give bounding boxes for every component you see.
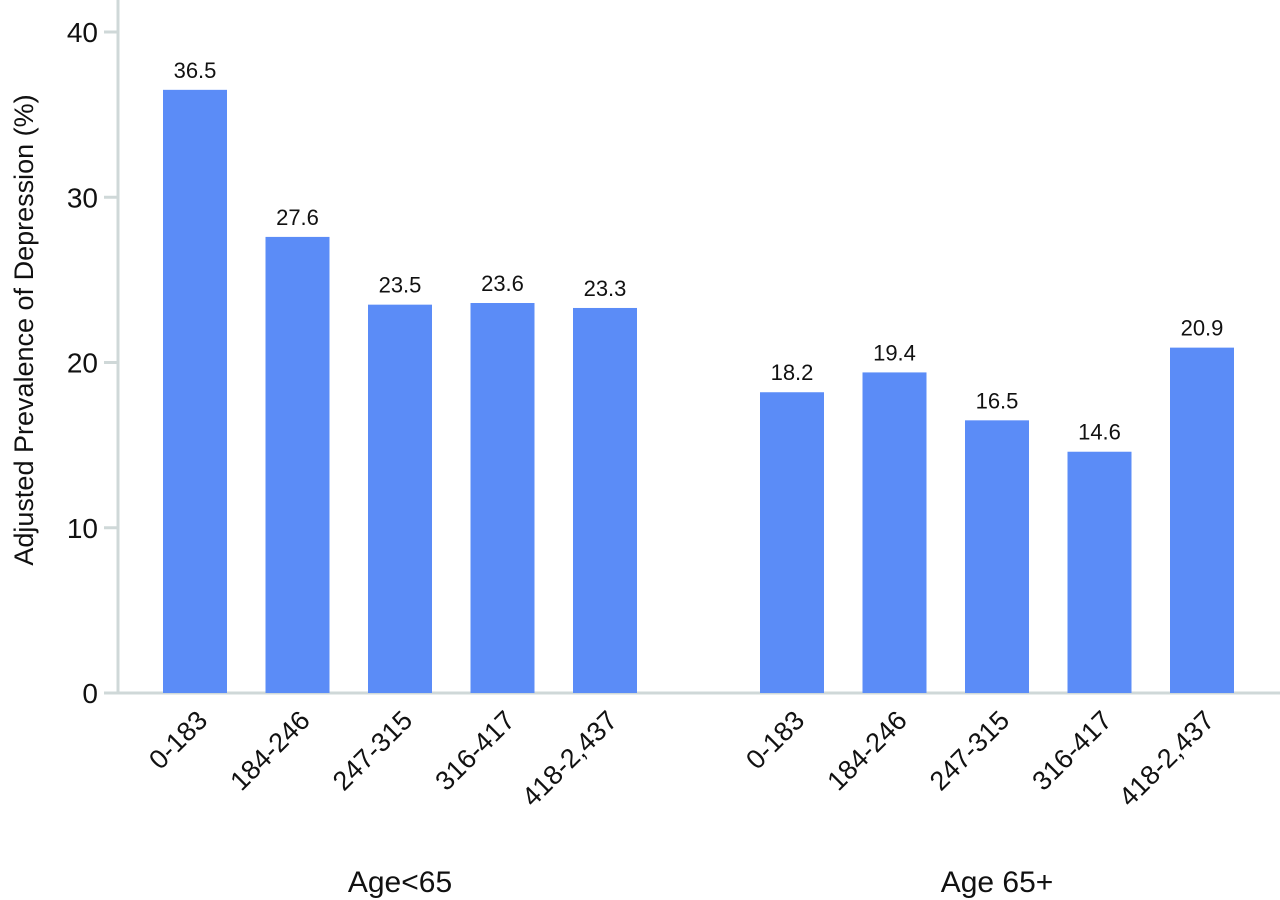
category-label: 184-246	[821, 705, 912, 796]
bar	[163, 89, 227, 693]
group-label: Age<65	[348, 866, 452, 899]
group-labels: Age<65 Age 65+	[348, 866, 1053, 899]
y-tick-label: 40	[67, 17, 98, 48]
bar-value-label: 23.6	[481, 271, 524, 296]
category-label: 418-2,437	[1113, 705, 1220, 812]
bar	[470, 303, 535, 693]
bar	[573, 307, 637, 693]
group-label: Age 65+	[941, 866, 1054, 899]
bar	[368, 304, 432, 693]
value-labels: 36.5 27.6 23.5 23.6 23.3 18.2 19.4 16.5 14.6 20.9	[174, 58, 1224, 445]
y-tick-label: 30	[67, 182, 98, 213]
category-label: 0-183	[740, 705, 810, 775]
bar-value-label: 18.2	[771, 360, 814, 385]
bars	[163, 89, 1234, 693]
bar	[1170, 347, 1234, 693]
bar-value-label: 20.9	[1181, 316, 1224, 341]
bar	[760, 392, 824, 693]
bar-value-label: 23.3	[584, 276, 627, 301]
y-tick-label: 10	[67, 513, 98, 544]
y-axis-title: Adjusted Prevalence of Depression (%)	[9, 94, 39, 565]
category-label: 184-246	[224, 705, 315, 796]
bar-value-label: 27.6	[276, 205, 319, 230]
category-label: 0-183	[143, 705, 213, 775]
category-label: 247-315	[924, 705, 1015, 796]
bar-value-label: 23.5	[379, 273, 422, 298]
category-label: 247-315	[327, 705, 418, 796]
bar-value-label: 14.6	[1078, 420, 1121, 445]
bar	[1067, 451, 1132, 693]
bar-value-label: 16.5	[976, 388, 1019, 413]
category-label: 316-417	[1026, 705, 1117, 796]
bar	[862, 372, 927, 693]
category-label: 418-2,437	[516, 705, 623, 812]
y-tick-label: 20	[67, 348, 98, 379]
category-label: 316-417	[429, 705, 520, 796]
y-axis-ticks: 0 10 20 30 40	[67, 17, 118, 709]
y-tick-label: 0	[82, 678, 98, 709]
bar-value-label: 19.4	[873, 340, 916, 365]
bar	[965, 420, 1029, 693]
bar	[265, 236, 330, 693]
bar-value-label: 36.5	[174, 58, 217, 83]
